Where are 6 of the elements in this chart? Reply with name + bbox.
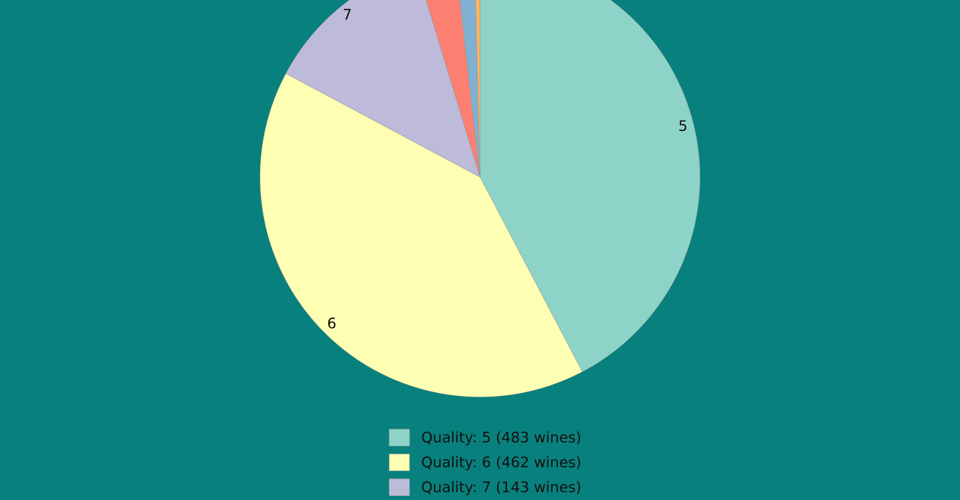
- legend-label: Quality: 5 (483 wines): [422, 431, 580, 446]
- text: 5: [679, 120, 686, 132]
- legend-label: Quality: 6 (462 wines): [422, 456, 580, 470]
- text: 7: [344, 8, 351, 20]
- legend-label: Quality: 7 (143 wines): [422, 481, 580, 496]
- text: 6: [328, 318, 336, 329]
